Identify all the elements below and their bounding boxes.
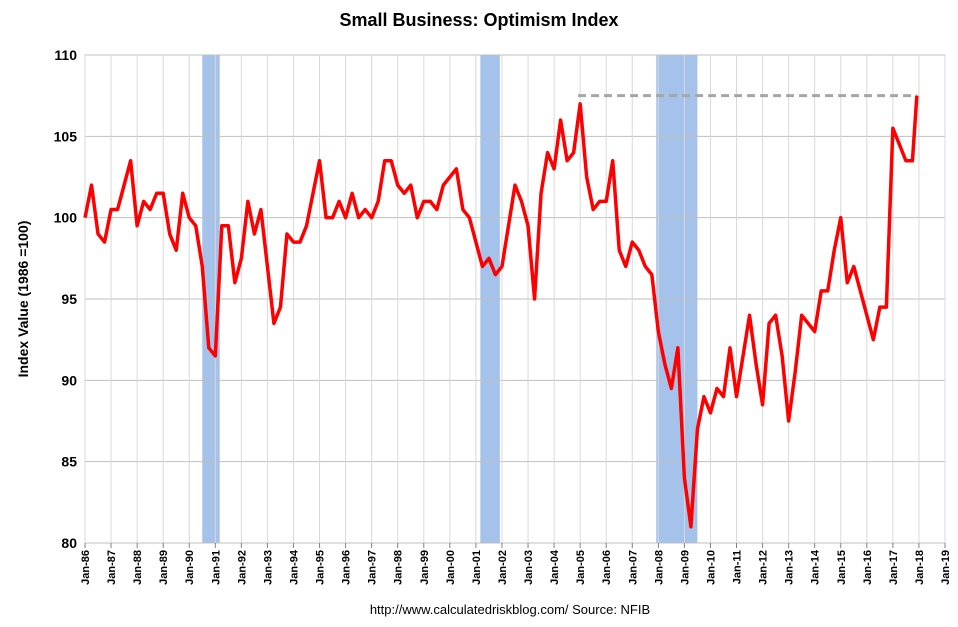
x-tick-label: Jan-16 (862, 550, 874, 585)
data-line (83, 95, 919, 529)
y-tick-label: 80 (61, 535, 77, 551)
x-tick-label: Jan-12 (758, 550, 770, 585)
y-tick-label: 90 (61, 372, 77, 388)
x-tick-label: Jan-19 (940, 550, 952, 585)
x-tick-label: Jan-03 (523, 550, 535, 585)
x-tick-label: Jan-90 (184, 550, 196, 585)
x-tick-label: Jan-92 (236, 550, 248, 585)
y-tick-label: 110 (54, 47, 77, 63)
x-tick-label: Jan-89 (158, 550, 170, 585)
x-tick-label: Jan-86 (80, 550, 92, 585)
x-tick-label: Jan-94 (288, 549, 300, 585)
y-tick-label: 100 (54, 210, 78, 226)
x-tick-label: Jan-15 (836, 550, 848, 585)
x-tick-label: Jan-18 (914, 550, 926, 585)
x-tick-label: Jan-11 (732, 550, 744, 584)
x-tick-label: Jan-10 (705, 550, 717, 585)
x-tick-label: Jan-13 (784, 550, 796, 585)
x-tick-label: Jan-87 (106, 550, 118, 585)
y-tick-label: 95 (61, 291, 77, 307)
x-tick-label: Jan-98 (393, 550, 405, 585)
y-tick-label: 105 (54, 128, 78, 144)
x-tick-label: Jan-08 (653, 550, 665, 585)
x-tick-label: Jan-88 (132, 550, 144, 585)
x-tick-label: Jan-01 (471, 550, 483, 585)
x-tick-label: Jan-06 (601, 550, 613, 585)
chart-title: Small Business: Optimism Index (339, 10, 618, 30)
x-tick-label: Jan-97 (367, 550, 379, 585)
x-tick-label: Jan-93 (262, 550, 274, 585)
x-tick-label: Jan-02 (497, 550, 509, 585)
x-tick-label: Jan-91 (210, 550, 222, 585)
source-note: http://www.calculatedriskblog.com/ Sourc… (370, 602, 650, 617)
x-tick-label: Jan-17 (888, 550, 900, 585)
x-tick-label: Jan-00 (445, 550, 457, 585)
x-tick-label: Jan-04 (549, 549, 561, 585)
y-tick-label: 85 (61, 454, 77, 470)
x-tick-label: Jan-07 (627, 550, 639, 585)
x-tick-label: Jan-96 (341, 550, 353, 585)
x-tick-label: Jan-05 (575, 550, 587, 585)
y-axis-label: Index Value (1986 =100) (15, 221, 31, 378)
x-tick-label: Jan-14 (810, 549, 822, 585)
x-tick-label: Jan-99 (419, 550, 431, 585)
x-tick-label: Jan-95 (315, 550, 327, 585)
x-tick-label: Jan-09 (679, 550, 691, 585)
